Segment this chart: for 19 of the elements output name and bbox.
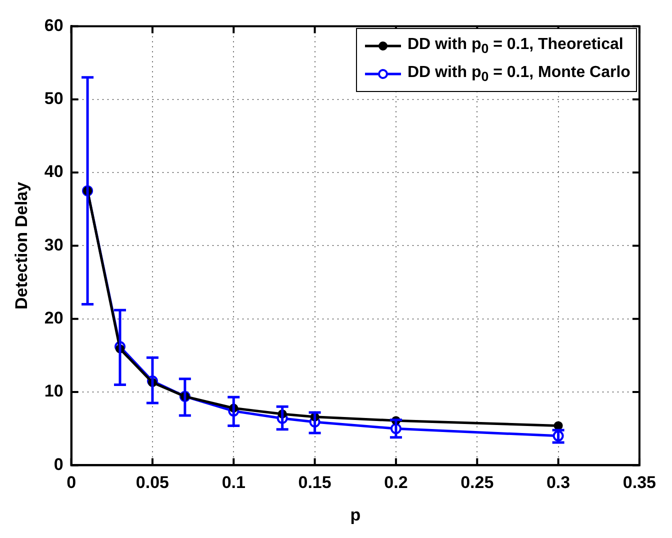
x-tick-label: 0.3: [546, 473, 570, 492]
legend-label: DD with p$_{0}$ = 0.1, Theoretical: [407, 36, 624, 56]
x-tick-label: 0: [66, 473, 76, 492]
y-axis-title: Detection Delay: [12, 181, 31, 310]
x-tick-label: 0.15: [298, 473, 332, 492]
y-tick-label: 40: [44, 162, 64, 182]
x-tick-label: 0.25: [460, 473, 494, 492]
y-tick-label: 50: [44, 89, 64, 108]
y-tick-label: 10: [44, 382, 64, 401]
x-tick-label: 0.35: [622, 473, 656, 492]
x-tick-label: 0.1: [222, 473, 246, 492]
x-tick-label: 0.05: [136, 473, 170, 492]
legend-label: DD with p$_{0}$ = 0.1, Monte Carlo: [407, 64, 630, 84]
x-tick-label: 0.2: [384, 473, 408, 492]
y-tick-label: 60: [44, 16, 64, 35]
y-tick-label: 0: [54, 454, 64, 474]
y-tick-label: 30: [44, 235, 64, 254]
x-axis-title: p: [350, 505, 361, 524]
y-tick-label: 20: [44, 308, 64, 328]
